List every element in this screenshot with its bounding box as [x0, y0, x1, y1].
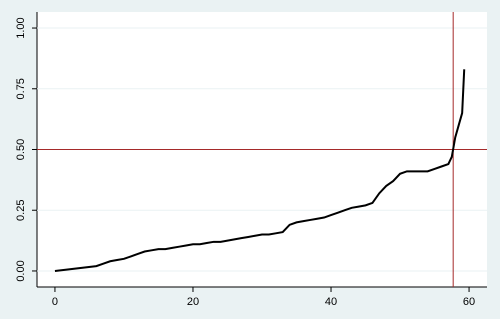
- y-tick-label: 0.25: [15, 200, 27, 221]
- x-tick-label: 40: [325, 296, 337, 308]
- x-tick-label: 60: [463, 296, 475, 308]
- data-line: [54, 69, 466, 272]
- y-tick-label: 0.50: [15, 139, 27, 160]
- x-tick-label: 20: [187, 296, 199, 308]
- y-tick-label: 0.75: [15, 78, 27, 99]
- y-tick-label: 0.00: [15, 260, 27, 281]
- x-tick-label: 0: [52, 296, 58, 308]
- y-tick-label: 1.00: [15, 17, 27, 38]
